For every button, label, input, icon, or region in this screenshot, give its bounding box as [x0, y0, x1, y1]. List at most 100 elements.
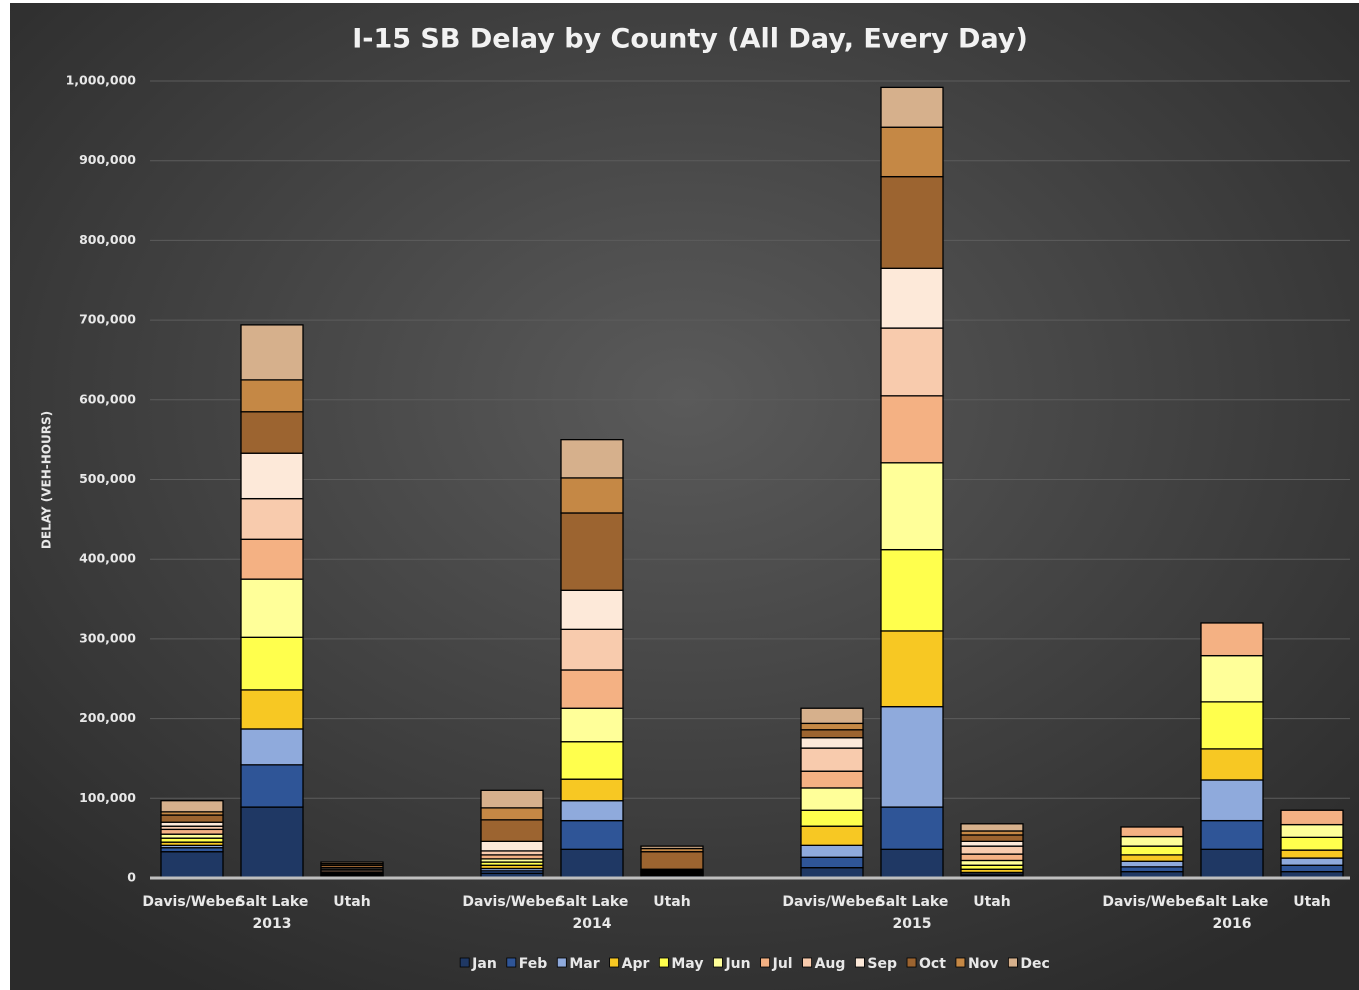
y-tick-label: 500,000	[79, 471, 136, 486]
bar-segment	[960, 834, 1024, 842]
bar-segment	[960, 845, 1024, 855]
bar-segment	[800, 856, 864, 869]
bar-segment	[560, 800, 624, 822]
bar-segment	[1120, 826, 1184, 838]
bar-segment	[560, 438, 624, 479]
y-tick-label: 1,000,000	[66, 73, 137, 88]
bar-segment	[1120, 845, 1184, 856]
legend-label: Apr	[622, 956, 650, 972]
bar-segment	[1280, 809, 1344, 826]
bar-segment	[240, 806, 304, 879]
y-tick-label: 900,000	[79, 152, 136, 167]
bar-segment	[480, 807, 544, 821]
x-tick-label: Salt Lake	[556, 894, 629, 910]
bar-segment	[1280, 857, 1344, 866]
bar-segment	[240, 324, 304, 381]
bar-segment	[1200, 654, 1264, 703]
bar-segment	[560, 741, 624, 780]
y-tick-label: 400,000	[79, 551, 136, 566]
bar-segment	[880, 548, 944, 632]
bar-segment	[560, 589, 624, 630]
bar-segment	[1200, 622, 1264, 657]
bar-segment	[800, 866, 864, 879]
legend-swatch	[906, 957, 917, 968]
legend-swatch	[855, 957, 865, 968]
bar-segment	[960, 853, 1024, 862]
bar-segment	[800, 770, 864, 789]
legend: Jan Feb Mar Apr May Jun Jul Aug Sep Oct Nov Dec	[459, 956, 1050, 972]
bar-segment	[240, 411, 304, 454]
legend-swatch	[609, 957, 620, 968]
bar-segment	[160, 828, 224, 835]
legend-item: Apr	[609, 956, 650, 972]
legend-label: Jul	[772, 956, 793, 972]
group-label: 2015	[893, 916, 932, 932]
legend-swatch	[713, 957, 723, 968]
legend-label: Aug	[815, 956, 846, 972]
legend-item: Jun	[713, 956, 751, 972]
bar-segment	[320, 861, 384, 865]
legend-label: Dec	[1020, 956, 1049, 972]
y-axis-title: DELAY (VEH-HOURS)	[40, 411, 54, 549]
bar-segment	[1200, 748, 1264, 781]
legend-swatch	[760, 957, 771, 968]
x-tick-label: Salt Lake	[1196, 894, 1269, 910]
x-tick-label: Utah	[973, 894, 1010, 910]
bar-segment	[160, 851, 224, 879]
bar-segment	[1280, 823, 1344, 839]
bar-segment	[480, 819, 544, 842]
legend-label: Jan	[471, 956, 497, 972]
bar-segment	[560, 669, 624, 709]
bar-segment	[800, 809, 864, 827]
bar-segment	[560, 512, 624, 591]
bar-segment	[1120, 854, 1184, 862]
chart-title: I-15 SB Delay by County (All Day, Every …	[352, 24, 1028, 55]
x-tick-label: Davis/Weber	[462, 894, 561, 910]
y-tick-label: 300,000	[79, 630, 136, 645]
bar-segment	[960, 840, 1024, 847]
legend-swatch	[955, 957, 966, 968]
group-label: 2016	[1213, 916, 1252, 932]
legend-item: Mar	[556, 956, 600, 972]
legend-item: Jul	[760, 956, 793, 972]
legend-label: Sep	[867, 956, 897, 972]
chart-background	[10, 3, 1359, 990]
legend-swatch	[1008, 957, 1018, 968]
bar-segment	[1200, 819, 1264, 850]
bar-segment	[240, 578, 304, 638]
x-tick-label: Davis/Weber	[782, 894, 881, 910]
bar-segment	[960, 823, 1024, 832]
bar-segment	[1280, 864, 1344, 873]
x-tick-label: Utah	[333, 894, 370, 910]
bar-segment	[560, 778, 624, 802]
y-tick-label: 600,000	[79, 391, 136, 406]
y-tick-label: 800,000	[79, 232, 136, 247]
bar-segment	[880, 175, 944, 269]
legend-item: Jan	[459, 956, 497, 972]
x-tick-label: Salt Lake	[876, 894, 949, 910]
bar-segment	[800, 729, 864, 739]
bar-segment	[560, 707, 624, 743]
y-tick-label: 700,000	[79, 312, 136, 327]
bar-segment	[640, 851, 704, 870]
bar-segment	[240, 452, 304, 500]
bar-segment	[880, 806, 944, 850]
bar-segment	[480, 789, 544, 809]
bar-segment	[480, 840, 544, 852]
bar-segment	[240, 764, 304, 808]
bar-segment	[1280, 849, 1344, 859]
y-tick-label: 200,000	[79, 710, 136, 725]
bar-segment	[1280, 836, 1344, 851]
legend-item: Oct	[906, 956, 946, 972]
bar-segment	[640, 845, 704, 850]
legend-label: Nov	[968, 956, 998, 972]
bar-segment	[800, 825, 864, 846]
legend-swatch	[658, 957, 669, 968]
bar-segment	[240, 636, 304, 691]
bar-segment	[160, 800, 224, 813]
bar-segment	[560, 477, 624, 514]
legend-label: Oct	[919, 956, 946, 972]
legend-label: May	[671, 956, 703, 972]
bar-segment	[960, 859, 1024, 866]
